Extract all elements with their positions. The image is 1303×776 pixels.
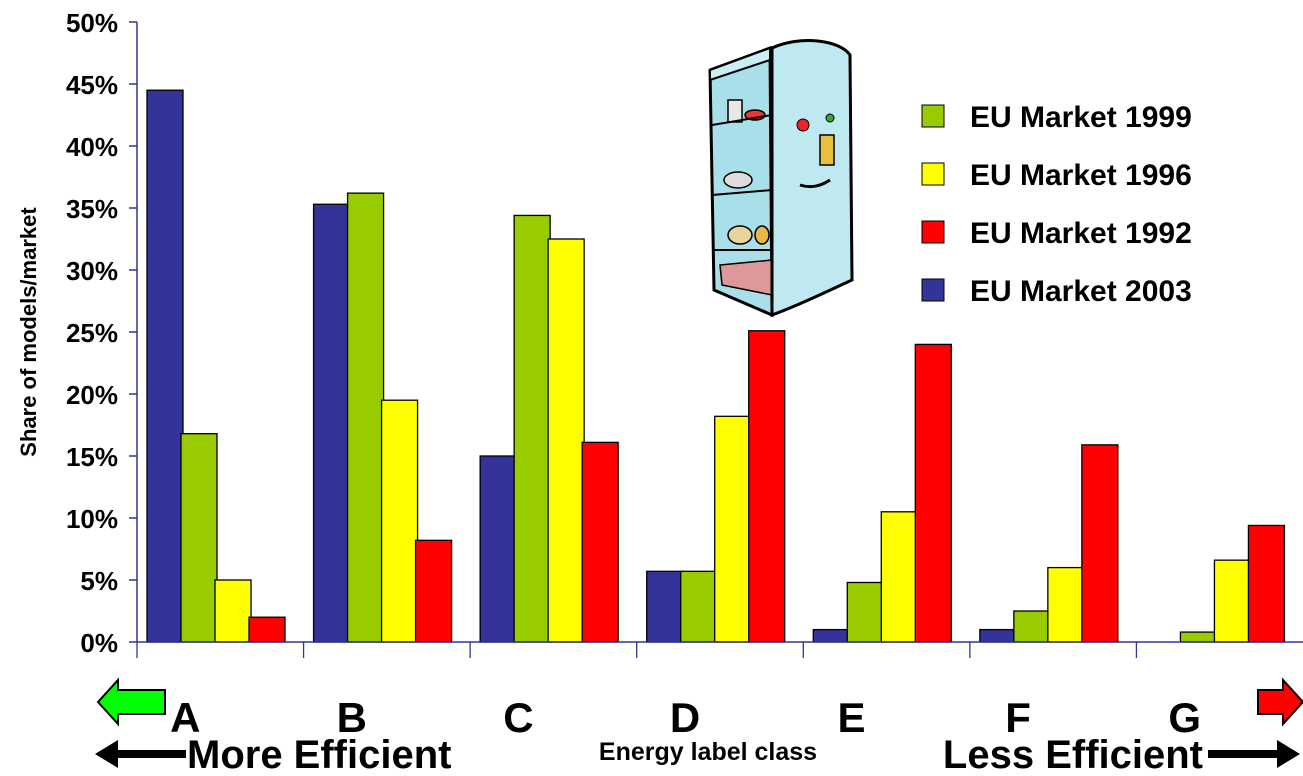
bar-g-eu-market-1999 [1179, 631, 1218, 643]
bar-g-eu-market-1996 [1213, 559, 1252, 643]
bar-e-eu-market-1992 [914, 343, 952, 643]
bar-b-eu-market-1999 [346, 192, 385, 643]
legend-label: EU Market 2003 [970, 275, 1192, 308]
bar-a-eu-market-1992 [248, 616, 286, 643]
bar-g-eu-market-1992 [1247, 524, 1286, 643]
bar-c-eu-market-2003 [479, 455, 517, 643]
y-tick-label: 10% [66, 504, 118, 534]
legend-swatch [921, 104, 945, 128]
y-tick-label: 0% [80, 628, 118, 658]
category-label-a: A [170, 694, 200, 741]
bar-e-eu-market-2003 [812, 628, 850, 643]
bar-f-eu-market-1996 [1047, 566, 1085, 643]
legend-label: EU Market 1999 [970, 101, 1192, 134]
bar-d-eu-market-1992 [748, 330, 786, 643]
category-label-g: G [1168, 694, 1201, 741]
category-labels: A B C D E F G [170, 694, 1201, 741]
y-ticks: 0% 5% 10% 15% 20% 25% 30% 35% 40% 45% 50% [66, 8, 137, 658]
bar-a-eu-market-1999 [180, 433, 218, 643]
bar-f-eu-market-1992 [1081, 444, 1119, 643]
category-label-d: D [670, 694, 700, 741]
y-tick-label: 30% [66, 256, 118, 286]
right-long-arrow-icon [1208, 740, 1300, 768]
category-label-b: B [337, 694, 367, 741]
bar-a-eu-market-2003 [146, 89, 184, 643]
bar-f-eu-market-2003 [979, 628, 1017, 643]
x-ticks [136, 642, 1138, 658]
left-long-arrow-icon [95, 740, 186, 768]
legend-swatch [921, 220, 945, 244]
bar-c-eu-market-1992 [581, 441, 619, 643]
less-efficient-label: Less Efficient [943, 733, 1203, 776]
y-tick-label: 5% [80, 566, 118, 596]
category-label-e: E [838, 694, 866, 741]
bar-c-eu-market-1996 [547, 238, 585, 643]
category-label-c: C [503, 694, 533, 741]
red-arrow-icon [1257, 677, 1303, 727]
bar-a-eu-market-1996 [214, 579, 252, 643]
y-tick-label: 35% [66, 194, 118, 224]
bars-layer [146, 89, 1286, 643]
category-label-f: F [1005, 694, 1031, 741]
bar-b-eu-market-1996 [380, 399, 419, 643]
y-axis-label: Share of models/market [16, 207, 41, 457]
bar-b-eu-market-2003 [312, 203, 351, 643]
y-tick-label: 15% [66, 442, 118, 472]
legend: EU Market 1999 EU Market 1996 EU Market 19… [921, 101, 1192, 308]
legend-label: EU Market 1996 [970, 159, 1192, 192]
bar-d-eu-market-1999 [680, 570, 718, 643]
legend-swatch [921, 162, 945, 186]
x-axis-label: Energy label class [599, 738, 817, 766]
legend-swatch [921, 278, 945, 302]
y-tick-label: 45% [66, 70, 118, 100]
y-tick-label: 50% [66, 8, 118, 38]
bar-b-eu-market-1992 [414, 539, 453, 643]
bar-f-eu-market-1999 [1013, 610, 1051, 643]
green-arrow-icon [96, 677, 166, 727]
bar-c-eu-market-1999 [513, 214, 551, 643]
y-tick-label: 20% [66, 380, 118, 410]
bar-e-eu-market-1999 [846, 581, 884, 643]
legend-label: EU Market 1992 [970, 217, 1192, 250]
bar-d-eu-market-2003 [646, 570, 684, 643]
more-efficient-label: More Efficient [187, 733, 451, 776]
refrigerator-icon [708, 39, 854, 318]
y-tick-label: 40% [66, 132, 118, 162]
y-tick-label: 25% [66, 318, 118, 348]
bar-d-eu-market-1996 [714, 415, 752, 643]
bar-e-eu-market-1996 [880, 511, 918, 643]
